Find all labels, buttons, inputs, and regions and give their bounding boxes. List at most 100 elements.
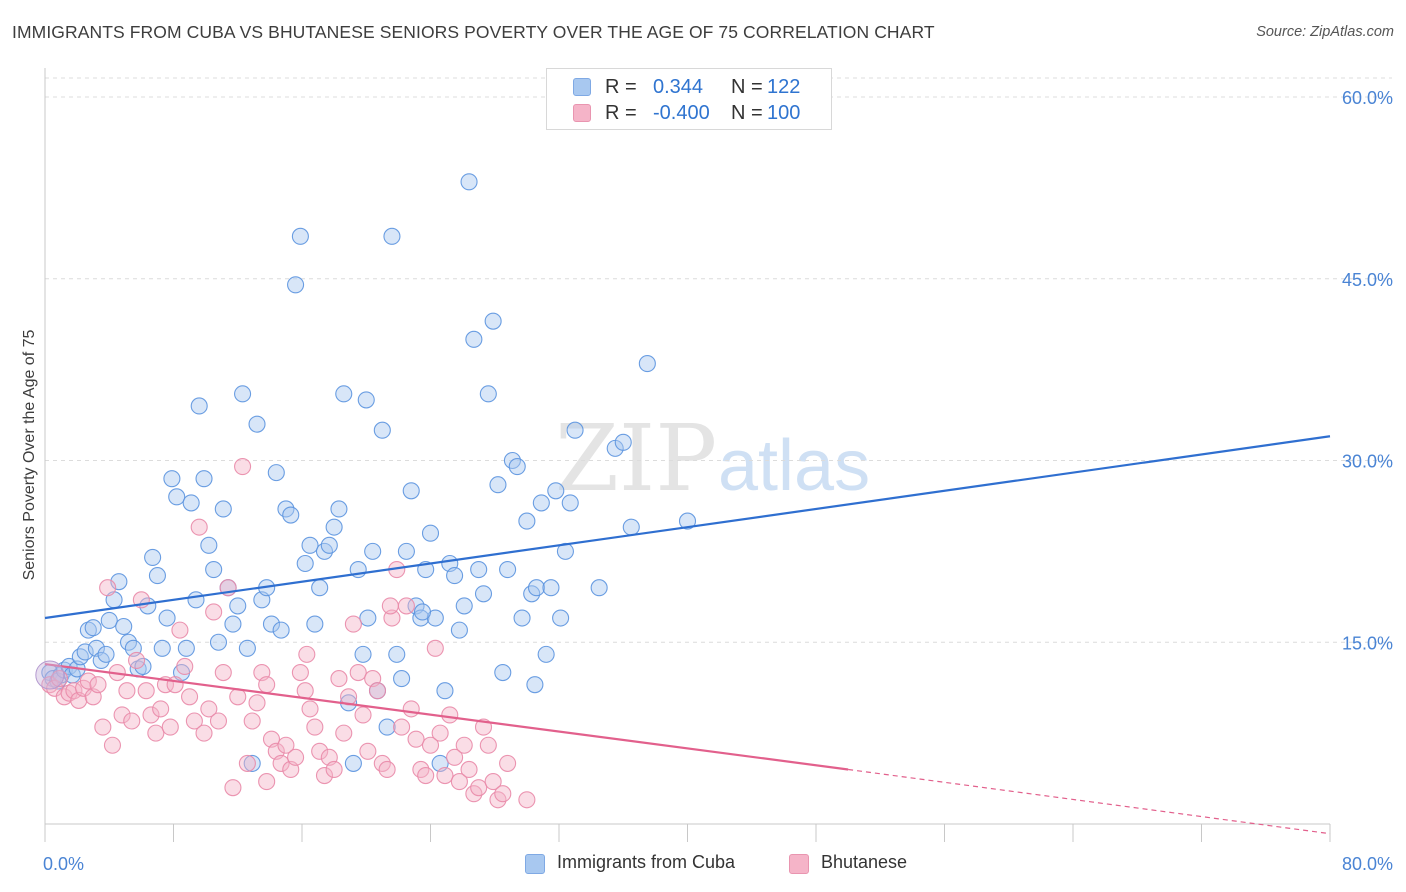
cuba-point bbox=[224, 615, 242, 633]
bhutanese-point bbox=[238, 754, 256, 772]
cuba-point bbox=[296, 554, 314, 573]
bhutanese-point bbox=[176, 657, 194, 676]
cuba-point bbox=[489, 476, 507, 494]
cuba-point bbox=[622, 518, 640, 536]
bhutanese-point bbox=[296, 682, 314, 700]
bhutanese-point bbox=[479, 736, 497, 754]
bhutanese-point bbox=[426, 639, 444, 657]
cuba-point bbox=[402, 482, 420, 500]
cuba-point bbox=[84, 619, 102, 637]
bhutanese-point bbox=[446, 748, 464, 766]
cuba-point bbox=[325, 518, 343, 536]
cuba-point bbox=[344, 754, 362, 772]
bhutanese-point bbox=[272, 754, 290, 772]
cuba-point bbox=[421, 524, 440, 542]
bhutanese-point bbox=[291, 663, 309, 682]
bhutanese-point bbox=[344, 615, 362, 633]
bhutanese-point bbox=[224, 779, 242, 797]
cuba-point bbox=[282, 506, 300, 524]
cuba-point bbox=[532, 494, 550, 512]
cuba-point bbox=[547, 482, 565, 500]
cuba-point bbox=[195, 470, 213, 488]
bhutanese-point bbox=[258, 773, 276, 791]
cuba-point bbox=[262, 615, 281, 633]
cluster-point bbox=[35, 660, 65, 690]
bottom-legend-label-bhutanese: Bhutanese bbox=[821, 852, 908, 872]
y-tick-label: 15.0% bbox=[1342, 633, 1393, 653]
cuba-point bbox=[552, 609, 570, 627]
cuba-point bbox=[238, 639, 256, 657]
cuba-point bbox=[561, 494, 579, 512]
bhutanese-point bbox=[248, 694, 266, 712]
bhutanese-point bbox=[137, 682, 155, 700]
bhutanese-point bbox=[518, 791, 536, 809]
cuba-point bbox=[100, 611, 118, 629]
bhutanese-point bbox=[455, 736, 473, 754]
legend-n-value: 122 bbox=[767, 76, 801, 98]
bhutanese-point bbox=[200, 700, 218, 718]
cuba-point bbox=[526, 676, 544, 694]
cuba-point bbox=[177, 639, 195, 657]
cuba-point bbox=[187, 591, 205, 609]
y-tick-label: 60.0% bbox=[1342, 88, 1393, 108]
cuba-point bbox=[537, 645, 555, 663]
cuba-point bbox=[205, 560, 223, 579]
bottom-legend-swatch-cuba bbox=[525, 854, 545, 874]
legend-n-label: N = bbox=[731, 76, 763, 98]
cuba-point bbox=[412, 609, 430, 627]
bhutanese-point bbox=[195, 724, 213, 742]
trend-line-bhutanese-extrapolated bbox=[848, 768, 1331, 835]
legend-r-value: -0.400 bbox=[653, 102, 710, 124]
series-cuba bbox=[41, 173, 697, 772]
cuba-point bbox=[320, 536, 338, 554]
bhutanese-point bbox=[421, 736, 440, 754]
legend-swatch-bhutanese bbox=[573, 104, 591, 122]
bhutanese-point bbox=[470, 779, 488, 797]
watermark-atlas: atlas bbox=[718, 426, 870, 506]
legend-n-value: 100 bbox=[767, 102, 801, 124]
bhutanese-point bbox=[354, 706, 372, 724]
bhutanese-point bbox=[397, 597, 415, 615]
bhutanese-point bbox=[315, 766, 334, 785]
bhutanese-point bbox=[335, 724, 353, 742]
cuba-point bbox=[450, 621, 468, 639]
legend-r-label: R = bbox=[605, 76, 637, 98]
cuba-point bbox=[378, 718, 396, 736]
bhutanese-point bbox=[298, 645, 316, 663]
legend-r-label: R = bbox=[605, 102, 637, 124]
cuba-point bbox=[383, 227, 401, 245]
cuba-point bbox=[527, 579, 546, 597]
bhutanese-point bbox=[185, 712, 203, 730]
cuba-point bbox=[470, 560, 488, 579]
cuba-point bbox=[436, 682, 454, 700]
cuba-point bbox=[291, 227, 309, 245]
cuba-point bbox=[542, 579, 560, 597]
bhutanese-point bbox=[306, 718, 324, 736]
source-label: Source: ZipAtlas.com bbox=[1256, 24, 1394, 40]
bhutanese-point bbox=[205, 603, 223, 621]
cuba-point bbox=[460, 173, 478, 191]
y-tick-label: 45.0% bbox=[1342, 270, 1393, 290]
cuba-point bbox=[272, 621, 290, 639]
bottom-legend-swatch-bhutanese bbox=[789, 854, 809, 874]
cuba-point bbox=[267, 464, 285, 482]
cuba-point bbox=[373, 421, 391, 439]
cuba-point bbox=[229, 597, 247, 615]
bhutanese-point bbox=[450, 773, 468, 791]
cuba-point bbox=[508, 458, 526, 476]
legend-r-value: 0.344 bbox=[653, 76, 704, 98]
cuba-point bbox=[71, 648, 89, 666]
cuba-point bbox=[566, 421, 584, 439]
cuba-point bbox=[364, 542, 382, 560]
bhutanese-point bbox=[147, 724, 165, 742]
cuba-point bbox=[200, 536, 218, 554]
cuba-point bbox=[76, 643, 94, 661]
bhutanese-point bbox=[99, 579, 117, 597]
bhutanese-point bbox=[393, 718, 411, 736]
trend-line-cuba bbox=[44, 435, 1331, 620]
bhutanese-point bbox=[349, 663, 367, 682]
bhutanese-point bbox=[214, 663, 232, 682]
bhutanese-point bbox=[436, 766, 454, 785]
bhutanese-point bbox=[152, 700, 170, 718]
